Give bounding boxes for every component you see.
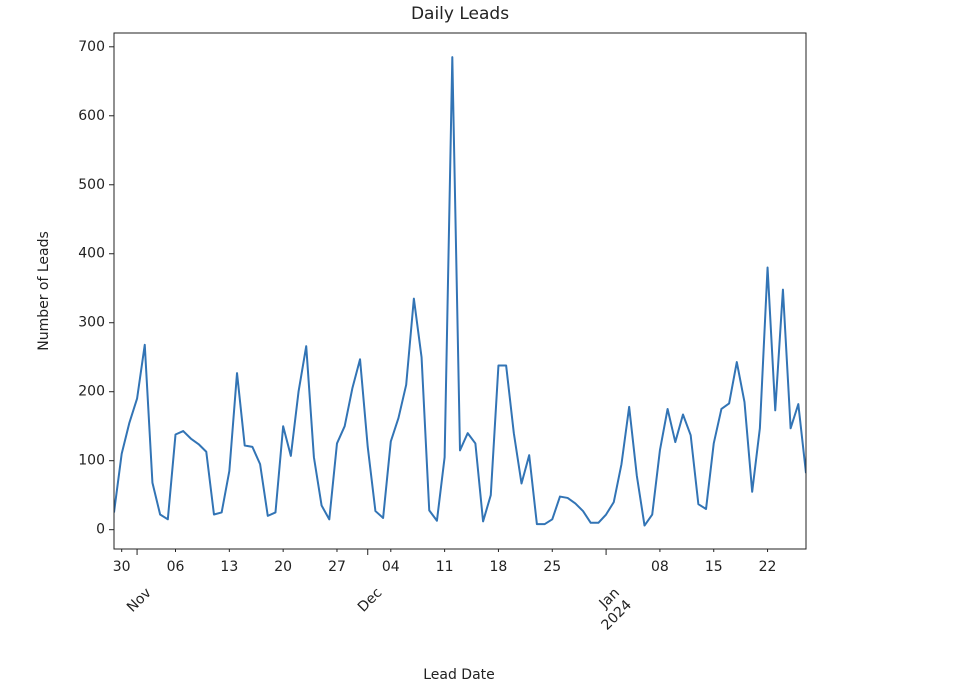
- y-tick-label: 200: [78, 384, 105, 400]
- x-tick-label: 11: [436, 559, 454, 575]
- x-tick-label: 20: [274, 559, 292, 575]
- y-tick-label: 500: [78, 177, 105, 193]
- y-tick-label: 400: [78, 246, 105, 262]
- series-line: [114, 56, 806, 527]
- y-tick-label: 300: [78, 315, 105, 331]
- x-axis-label: Lead Date: [423, 667, 495, 683]
- x-tick-label: 25: [543, 559, 561, 575]
- x-tick-label: 30: [113, 559, 131, 575]
- y-tick-label: 700: [78, 39, 105, 55]
- x-tick-label: 22: [759, 559, 777, 575]
- y-tick-label: 0: [96, 522, 105, 538]
- y-tick-label: 600: [78, 108, 105, 124]
- y-axis-label: Number of Leads: [36, 231, 52, 351]
- x-tick-label: 15: [705, 559, 723, 575]
- x-tick-label: 06: [167, 559, 185, 575]
- x-tick-label: 13: [220, 559, 238, 575]
- x-tick-label: 08: [651, 559, 669, 575]
- x-tick-label: 27: [328, 559, 346, 575]
- y-tick-label: 100: [78, 453, 105, 469]
- x-tick-label: 18: [490, 559, 508, 575]
- x-tick-label: 04: [382, 559, 400, 575]
- chart-title: Daily Leads: [411, 4, 509, 24]
- plot-frame: [113, 32, 807, 550]
